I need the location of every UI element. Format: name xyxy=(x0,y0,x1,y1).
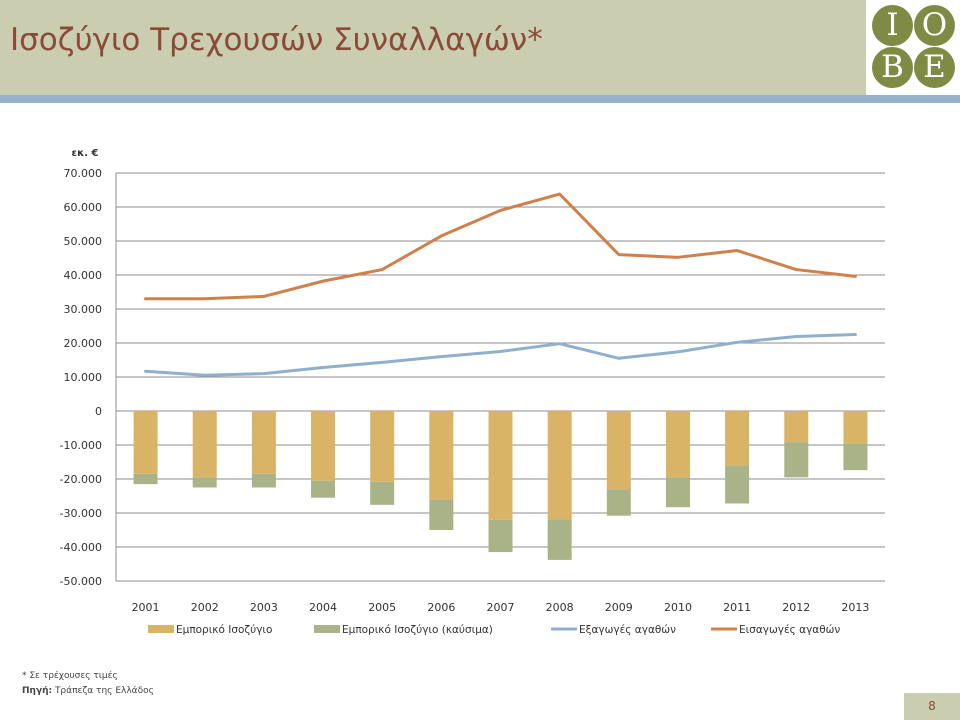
x-tick-label: 2002 xyxy=(191,601,219,614)
bar-trade-balance xyxy=(370,411,395,482)
line-exports xyxy=(144,333,857,377)
source-text: Τράπεζα της Ελλάδος xyxy=(52,686,154,696)
x-tick-label: 2010 xyxy=(664,601,692,614)
line-imports xyxy=(144,192,857,301)
bar-trade-balance-fuel xyxy=(370,481,395,505)
legend-label: Εξαγωγές αγαθών xyxy=(579,624,676,636)
bar-trade-balance-fuel xyxy=(192,477,217,488)
y-tick-label: -10.000 xyxy=(60,439,102,452)
x-tick-label: 2006 xyxy=(427,601,455,614)
bar-trade-balance xyxy=(606,411,631,490)
bar-trade-balance-fuel xyxy=(843,443,868,471)
logo-letter-i: I xyxy=(872,5,913,46)
bar-trade-balance xyxy=(192,411,217,478)
logo-letter-e: E xyxy=(914,47,955,88)
y-tick-label: 30.000 xyxy=(64,303,103,316)
y-tick-label: 70.000 xyxy=(64,167,103,180)
y-tick-label: 60.000 xyxy=(64,201,103,214)
bar-trade-balance-fuel xyxy=(251,473,276,488)
y-tick-label: 20.000 xyxy=(64,337,103,350)
bar-trade-balance-fuel xyxy=(488,519,513,553)
x-tick-label: 2007 xyxy=(487,601,515,614)
bar-trade-balance xyxy=(311,411,336,481)
iobe-logo: I O B E xyxy=(866,0,960,95)
bar-trade-balance-fuel xyxy=(311,480,336,498)
header-rule xyxy=(0,95,960,103)
bar-trade-balance xyxy=(665,411,690,478)
page-number: 8 xyxy=(904,693,960,720)
bar-trade-balance-fuel xyxy=(547,519,572,560)
legend-label: Εισαγωγές αγαθών xyxy=(739,624,840,636)
y-tick-label: 0 xyxy=(95,405,102,418)
y-tick-label: -30.000 xyxy=(60,507,102,520)
bar-trade-balance-fuel xyxy=(133,473,158,485)
bar-trade-balance xyxy=(843,411,868,444)
x-tick-label: 2012 xyxy=(782,601,810,614)
source-note: Πηγή: Τράπεζα της Ελλάδος xyxy=(22,686,154,696)
bar-trade-balance xyxy=(251,411,276,474)
bar-trade-balance-fuel xyxy=(665,477,690,508)
bar-trade-balance xyxy=(429,411,454,500)
x-tick-label: 2009 xyxy=(605,601,633,614)
bar-trade-balance-fuel xyxy=(784,442,809,478)
bar-trade-balance-fuel xyxy=(606,489,631,516)
x-tick-label: 2003 xyxy=(250,601,278,614)
y-unit-label: εκ. € xyxy=(72,148,99,159)
x-tick-label: 2011 xyxy=(723,601,751,614)
legend-swatch xyxy=(148,625,174,633)
logo-letter-b: B xyxy=(872,47,913,88)
y-tick-label: 40.000 xyxy=(64,269,103,282)
legend-swatch xyxy=(314,625,340,633)
footnote: * Σε τρέχουσες τιμές xyxy=(22,671,118,681)
title-bar: Ισοζύγιο Τρεχουσών Συναλλαγών* xyxy=(0,0,866,95)
legend-label: Εμπορικό Ισοζύγιο xyxy=(176,624,272,636)
bar-trade-balance-fuel xyxy=(429,499,454,530)
bar-trade-balance xyxy=(133,411,158,474)
y-tick-label: -50.000 xyxy=(60,575,102,588)
bar-trade-balance xyxy=(784,411,809,443)
legend-label: Εμπορικό Ισοζύγιο (καύσιμα) xyxy=(342,624,493,636)
source-label: Πηγή: xyxy=(22,686,53,696)
y-tick-label: 50.000 xyxy=(64,235,103,248)
bar-trade-balance-fuel xyxy=(725,465,750,504)
x-tick-label: 2001 xyxy=(132,601,160,614)
y-tick-label: -40.000 xyxy=(60,541,102,554)
x-tick-label: 2005 xyxy=(368,601,396,614)
slide-title: Ισοζύγιο Τρεχουσών Συναλλαγών* xyxy=(10,22,543,58)
x-tick-label: 2008 xyxy=(546,601,574,614)
x-tick-label: 2004 xyxy=(309,601,337,614)
y-tick-label: -20.000 xyxy=(60,473,102,486)
y-tick-label: 10.000 xyxy=(64,371,103,384)
logo-letter-o: O xyxy=(914,5,955,46)
bar-trade-balance xyxy=(488,411,513,520)
current-account-chart: 70.000 60.000 50.000 40.000 30.000 20.000 10.0… xyxy=(60,148,885,636)
bar-trade-balance xyxy=(547,411,572,520)
x-tick-label: 2013 xyxy=(841,601,869,614)
bar-trade-balance xyxy=(725,411,750,466)
